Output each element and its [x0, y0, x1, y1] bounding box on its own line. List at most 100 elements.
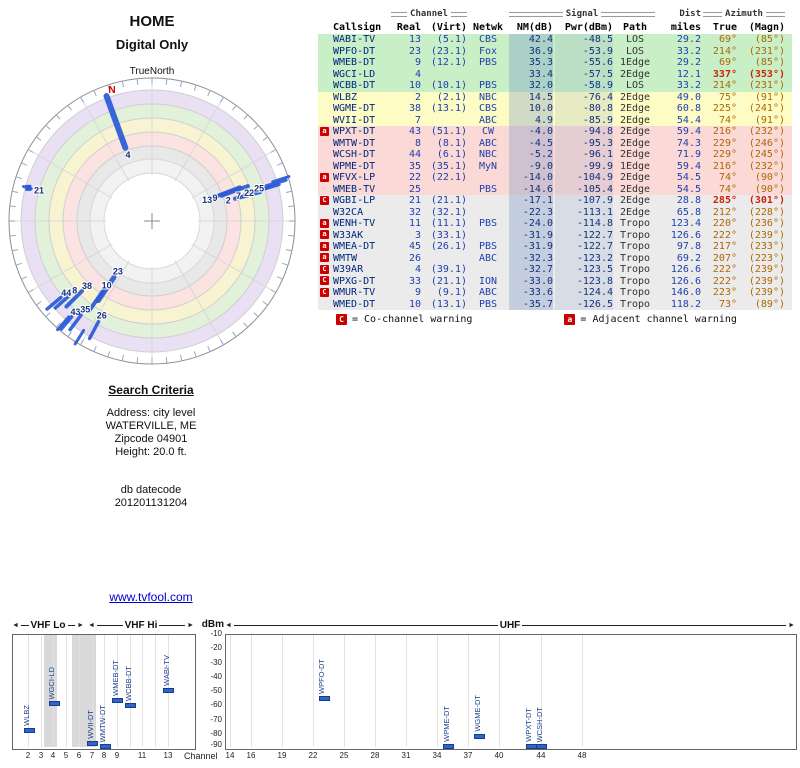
radar-tick: [243, 322, 249, 328]
col-header-netwk[interactable]: Netwk: [472, 22, 504, 33]
cell-real-channel: 25: [408, 183, 421, 195]
col-header-real[interactable]: Real: [396, 22, 421, 33]
cell-real-channel: 11: [408, 218, 421, 229]
table-row: WLBZ 2 (2.1) NBC 14.5 -76.4 2Edge 49.0 75° (91°): [318, 91, 792, 103]
co-channel-warning-badge: C: [320, 276, 329, 285]
cell-network: CW: [481, 126, 495, 137]
station-channel-label: 2: [226, 196, 231, 206]
radar-spoke: [27, 149, 113, 199]
col-header-pwr[interactable]: Pwr(dBm): [564, 22, 613, 33]
cell-azimuth-true: 216°: [712, 160, 737, 172]
table-row: C W39AR 4 (39.1) -32.7 -123.5 Tropo 126.6 222° (2…: [318, 264, 792, 276]
cell-azimuth-magnetic: (239°): [748, 287, 785, 298]
search-zip: Zipcode 04901: [114, 433, 188, 445]
station-table: Channel Signal Dist Azimuth Callsign Rea…: [318, 8, 792, 325]
cell-network: PBS: [478, 57, 498, 68]
chart-gridline: [230, 635, 231, 747]
cell-network: ABC: [478, 252, 498, 264]
chart-gridline: [104, 635, 105, 747]
cell-callsign: WMED-DT: [333, 298, 376, 310]
dbm-tick-label: -60: [210, 700, 222, 709]
arrow-right-icon: ►: [788, 622, 795, 629]
cell-callsign: WMTW: [333, 252, 358, 264]
radar-tick: [107, 84, 111, 91]
radar-tick: [285, 190, 292, 194]
cell-distance: 146.0: [670, 287, 701, 298]
cell-callsign: WGBI-LP: [333, 195, 376, 206]
cell-distance: 65.8: [676, 206, 701, 218]
cell-noise-margin: -4.0: [509, 126, 553, 138]
cell-path: Tropo: [619, 287, 651, 298]
cell-noise-margin: 33.4: [509, 68, 553, 80]
chart-bar-label: WPXT-DT: [524, 708, 533, 742]
co-channel-badge: C: [336, 314, 347, 325]
radar-tick: [193, 84, 197, 91]
chart-bar-label: WMTW-DT: [98, 704, 107, 742]
cell-distance: 29.2: [676, 34, 701, 45]
col-header-true[interactable]: True: [712, 22, 737, 33]
cell-callsign: WGCI-LD: [333, 68, 376, 80]
table-row: a WMTW 26 ABC -32.3 -123.2 Tropo 69.2 207° (223°): [318, 252, 792, 264]
channel-tick-label: 28: [370, 751, 380, 760]
col-header-path[interactable]: Path: [622, 22, 648, 33]
channel-tick-label: 40: [494, 751, 504, 760]
station-azimuth-line: [68, 313, 83, 332]
dbm-tick-label: -50: [210, 686, 222, 695]
chart-gridline: [53, 635, 54, 747]
cell-azimuth-true: 69°: [718, 34, 737, 45]
table-row: a WPXT-DT 43 (51.1) CW -4.0 -94.8 2Edge 59.4 216°…: [318, 126, 792, 138]
cell-real-channel: 38: [408, 103, 421, 114]
cell-path: 2Edge: [619, 91, 651, 103]
band-label-vhf-lo: VHF Lo: [30, 620, 66, 631]
cell-azimuth-magnetic: (231°): [748, 80, 785, 91]
cell-azimuth-true: 220°: [712, 218, 737, 229]
table-row: C WPXG-DT 33 (21.1) ION -33.0 -123.8 Tropo 126.6…: [318, 275, 792, 287]
dbm-tick-label: -10: [210, 629, 222, 638]
col-header-miles[interactable]: miles: [670, 22, 701, 33]
col-header-nm[interactable]: NM(dB): [516, 22, 553, 33]
radar-tick: [253, 124, 259, 130]
radar-tick: [21, 162, 28, 166]
chart-bar: [24, 728, 35, 733]
group-channel: Channel: [391, 8, 467, 21]
cell-power: -122.7: [555, 229, 613, 241]
radar-tick: [80, 96, 84, 103]
cell-path: Tropo: [619, 252, 651, 264]
table-column-header: Callsign Real (Virt) Netwk NM(dB) Pwr(dB…: [318, 21, 792, 34]
station-azimuth-line: [53, 293, 72, 310]
radar-tick: [220, 96, 224, 103]
col-header-virt[interactable]: (Virt): [430, 22, 467, 33]
cell-path: Tropo: [619, 229, 651, 241]
cell-real-channel: 9: [414, 287, 421, 298]
cell-real-channel: 35: [408, 160, 421, 172]
cell-path: 2Edge: [619, 137, 651, 149]
radar-tick: [93, 345, 97, 352]
tvfool-link[interactable]: www.tvfool.com: [109, 590, 193, 604]
col-header-magn[interactable]: (Magn): [748, 22, 785, 33]
radar-tick: [9, 234, 16, 237]
channel-tick-label: 6: [76, 751, 82, 760]
col-header-callsign[interactable]: Callsign: [333, 22, 382, 33]
radar-tick: [193, 351, 197, 358]
station-channel-label: 35: [80, 305, 90, 315]
table-row: a WENH-TV 11 (11.1) PBS -24.0 -114.8 Tropo 123.4…: [318, 218, 792, 230]
station-channel-label: 43: [71, 307, 81, 317]
table-row: C WGBI-LP 21 (21.1) -17.1 -107.9 2Edge 28.8 285°…: [318, 195, 792, 207]
page-title: HOME: [129, 13, 175, 30]
cell-network: MyN: [478, 160, 498, 172]
chart-gridline: [28, 635, 29, 747]
cell-path: 2Edge: [619, 126, 651, 137]
cell-azimuth-true: 212°: [712, 206, 737, 218]
cell-path: Tropo: [619, 264, 651, 275]
warning-gutter: a: [318, 241, 331, 253]
db-datecode: db datecode 201201131204: [28, 484, 274, 510]
table-row: WABI-TV 13 (5.1) CBS 42.4 -48.5 LOS 29.2 69° (85°…: [318, 34, 792, 46]
cell-power: -123.8: [555, 275, 613, 287]
radar-tick: [165, 357, 168, 364]
cell-azimuth-true: 75°: [718, 91, 737, 103]
cell-real-channel: 22: [408, 172, 421, 183]
cell-azimuth-magnetic: (91°): [754, 91, 785, 103]
cell-path: 2Edge: [619, 114, 651, 126]
cell-distance: 126.6: [670, 264, 701, 275]
cell-real-channel: 8: [414, 137, 421, 149]
